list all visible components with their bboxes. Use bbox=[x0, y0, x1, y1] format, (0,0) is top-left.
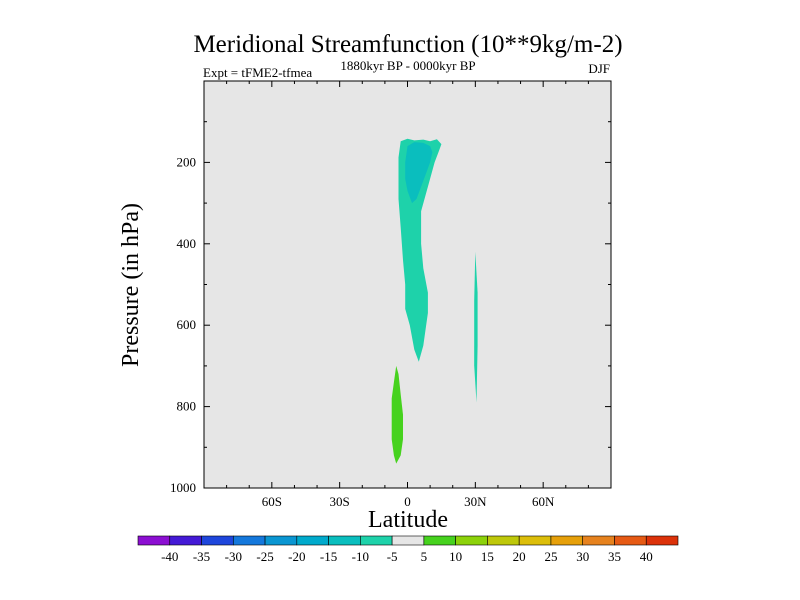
colorbar-label: 40 bbox=[640, 549, 653, 564]
colorbar-labels: -40 -35 -30 -25 -20 -15 -10 -5 5 10 15 20 25 30 35 40 bbox=[161, 549, 653, 564]
northern-thin-negative-region bbox=[474, 251, 478, 403]
x-tick-label: 30N bbox=[464, 494, 487, 509]
colorbar-swatch bbox=[487, 535, 520, 546]
x-tick-label: 60S bbox=[262, 494, 282, 509]
colorbar-label: 30 bbox=[576, 549, 589, 564]
colorbar-label: -10 bbox=[352, 549, 369, 564]
x-tick-label: 30S bbox=[330, 494, 350, 509]
colorbar-swatch bbox=[360, 535, 393, 546]
colorbar-swatch bbox=[264, 535, 298, 546]
y-tick-label: 200 bbox=[177, 154, 197, 169]
colorbar-swatch bbox=[645, 535, 679, 546]
colorbar-label: 25 bbox=[544, 549, 557, 564]
colorbar bbox=[137, 535, 679, 546]
colorbar-swatch bbox=[550, 535, 584, 546]
colorbar-swatch bbox=[423, 535, 456, 546]
colorbar-swatch bbox=[518, 535, 552, 546]
colorbar-swatch bbox=[455, 535, 488, 546]
equatorial-upper-core-region bbox=[405, 142, 433, 204]
colorbar-label: -15 bbox=[320, 549, 337, 564]
colorbar-swatch bbox=[391, 535, 425, 546]
x-axis-label: Latitude bbox=[368, 507, 448, 533]
colorbar-swatch bbox=[328, 535, 361, 546]
colorbar-swatch bbox=[614, 535, 647, 546]
chart-title: Meridional Streamfunction (10**9kg/m-2) bbox=[193, 31, 622, 58]
colorbar-label: 20 bbox=[513, 549, 526, 564]
colorbar-label: -25 bbox=[256, 549, 273, 564]
colorbar-label: 15 bbox=[481, 549, 494, 564]
southern-lower-positive-region bbox=[391, 365, 403, 464]
period-label: 1880kyr BP - 0000kyr BP bbox=[340, 58, 475, 73]
colorbar-label: -20 bbox=[288, 549, 305, 564]
experiment-label: Expt = tFME2-tfmea bbox=[203, 65, 312, 80]
y-axis-label: Pressure (in hPa) bbox=[118, 203, 144, 367]
y-tick-labels: 200 400 600 800 1000 bbox=[170, 154, 196, 495]
colorbar-swatch bbox=[582, 535, 615, 546]
colorbar-label: 35 bbox=[608, 549, 621, 564]
x-tick-label: 60N bbox=[532, 494, 555, 509]
colorbar-label: -5 bbox=[387, 549, 398, 564]
colorbar-swatch bbox=[232, 535, 266, 546]
y-tick-label: 800 bbox=[177, 399, 197, 414]
x-tick-labels: 60S 30S 0 30N 60N bbox=[262, 494, 555, 509]
season-label: DJF bbox=[588, 61, 610, 76]
contour-regions bbox=[391, 138, 478, 464]
y-tick-label: 600 bbox=[177, 317, 197, 332]
colorbar-swatch bbox=[137, 535, 171, 546]
y-tick-label: 1000 bbox=[170, 480, 196, 495]
colorbar-label: 5 bbox=[421, 549, 428, 564]
y-tick-label: 400 bbox=[177, 236, 197, 251]
colorbar-label: -30 bbox=[225, 549, 242, 564]
x-tick-label: 0 bbox=[404, 494, 411, 509]
colorbar-label: -40 bbox=[161, 549, 178, 564]
colorbar-swatch bbox=[296, 535, 329, 546]
colorbar-swatch bbox=[201, 535, 234, 546]
colorbar-swatch bbox=[169, 535, 202, 546]
tick-marks bbox=[203, 80, 612, 489]
colorbar-label: -35 bbox=[193, 549, 210, 564]
colorbar-label: 10 bbox=[449, 549, 462, 564]
